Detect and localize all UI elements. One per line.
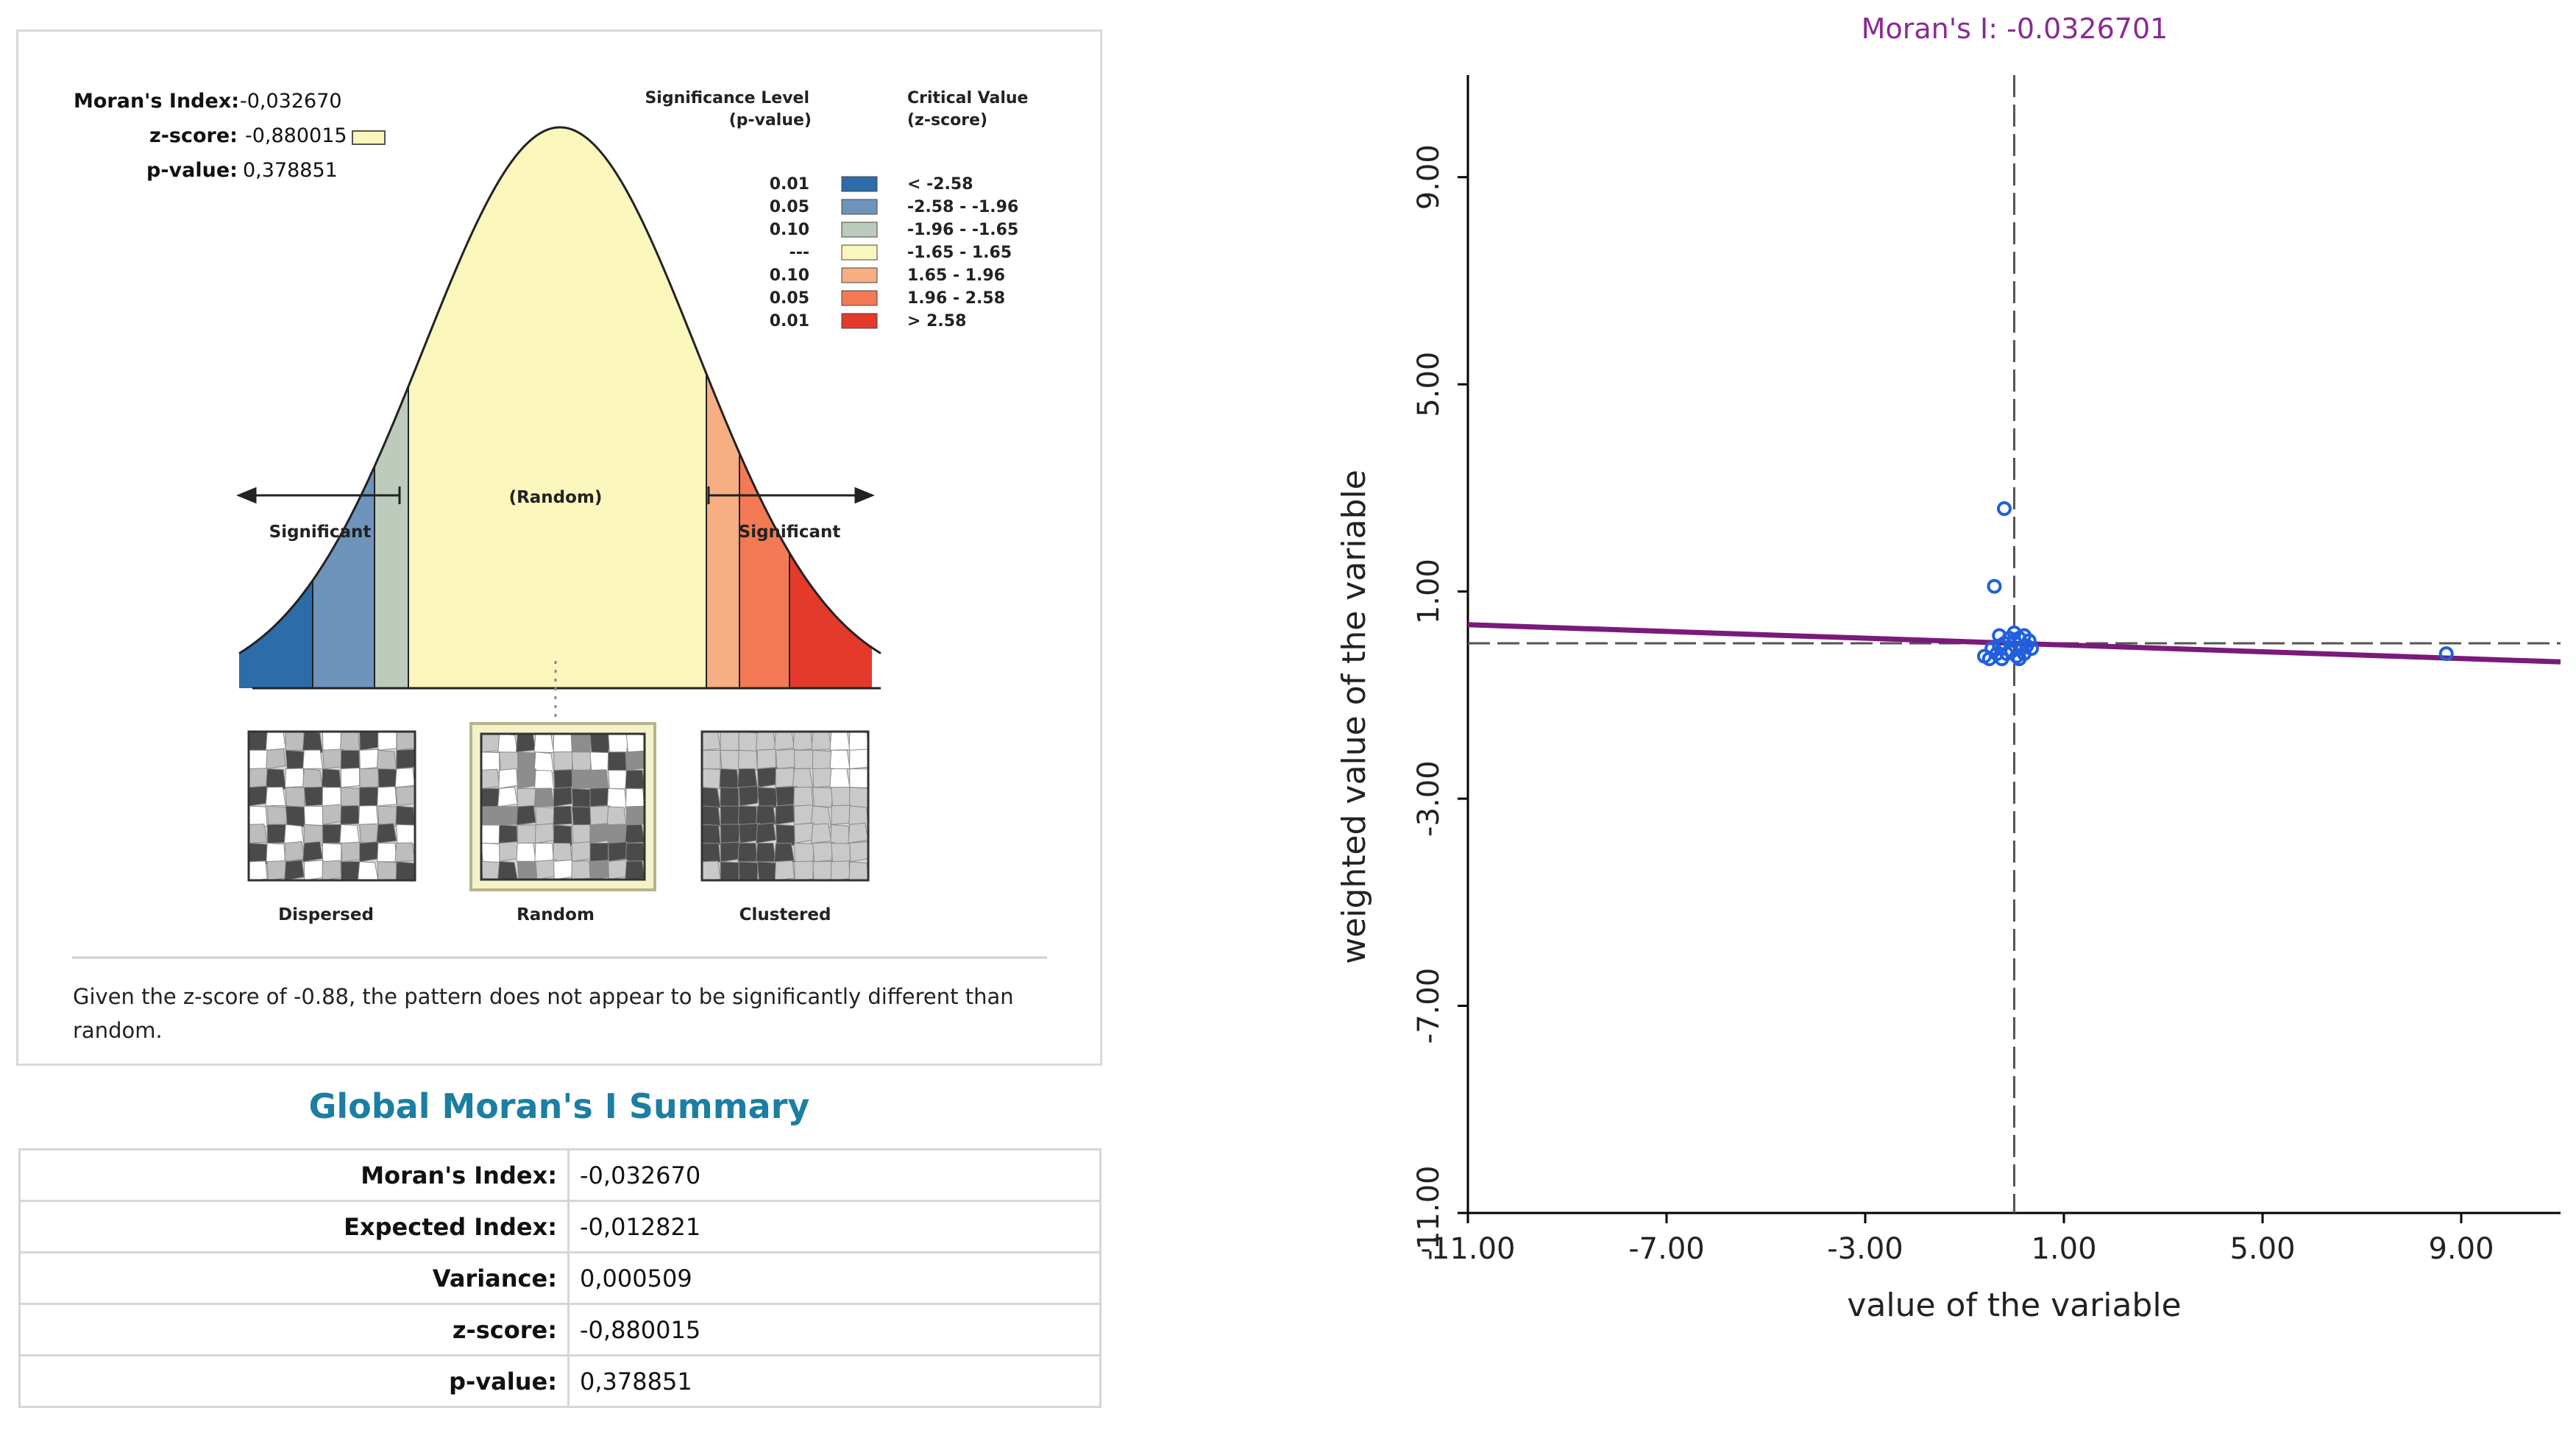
summary-value: 0,378851 xyxy=(567,1354,1101,1408)
curve-band-2 xyxy=(375,386,408,688)
curve-band-4 xyxy=(706,373,739,688)
summary-row: Moran's Index: -0,032670 xyxy=(18,1148,1101,1202)
random-map xyxy=(480,732,646,881)
legend-swatch xyxy=(841,313,878,329)
x-tick-label: -11.00 xyxy=(1421,1232,1516,1266)
critical-value-header: Critical Value xyxy=(907,89,1028,107)
report-graphic: Moran's Index: -0,032670 z-score: -0,880… xyxy=(72,89,1047,959)
curve-band-6 xyxy=(790,553,872,688)
significant-left-label: Significant xyxy=(269,523,372,542)
summary-label: Moran's Index: xyxy=(18,1148,570,1202)
legend-critical-range: -1.96 - -1.65 xyxy=(907,221,1018,239)
scatter-point xyxy=(2006,625,2022,640)
y-tick-label: -7.00 xyxy=(1412,968,1446,1044)
y-axis-label: weighted value of the variable xyxy=(1335,470,1373,964)
significance-arrows xyxy=(236,487,875,504)
summary-row: Variance: 0,000509 xyxy=(18,1251,1101,1305)
summary-label: p-value: xyxy=(18,1354,570,1408)
legend-critical-range: -1.65 - 1.65 xyxy=(907,244,1012,262)
curve-band-1 xyxy=(313,466,375,688)
legend-p-value: 0.05 xyxy=(770,198,809,216)
legend-p-value: 0.10 xyxy=(770,221,809,239)
scatter-point xyxy=(2021,633,2037,648)
x-tick-label: 9.00 xyxy=(2428,1232,2494,1266)
summary-value: 0,000509 xyxy=(567,1251,1101,1305)
curve-band-3 xyxy=(408,127,706,688)
y-tick-label: 9.00 xyxy=(1412,144,1446,210)
summary-label: Expected Index: xyxy=(18,1200,570,1253)
legend-p-value: 0.01 xyxy=(770,175,809,194)
x-tick-label: 5.00 xyxy=(2229,1232,2295,1266)
spatial-autocorrelation-report: Moran's Index: -0,032670 z-score: -0,880… xyxy=(16,29,1102,1066)
legend-critical-range: -2.58 - -1.96 xyxy=(907,198,1018,216)
z-score-label: z-score: xyxy=(149,124,238,147)
interpretation-text: Given the z-score of -0.88, the pattern … xyxy=(73,984,1014,1043)
clustered-label: Clustered xyxy=(739,905,831,924)
chart-title: Moran's I: -0.0326701 xyxy=(1862,13,2168,45)
left-arrow-head xyxy=(236,487,257,504)
moran-scatterplot: Moran's I: -0.0326701 -11.00 -7.00 -3.00 1.0… xyxy=(1335,13,2561,1324)
legend-p-value: --- xyxy=(790,244,809,262)
critical-value-subheader: (z-score) xyxy=(907,111,987,130)
summary-table: Moran's Index: -0,032670 Expected Index: -0… xyxy=(18,1148,1101,1408)
scatter-point xyxy=(1997,501,2012,517)
dispersed-map xyxy=(247,730,416,882)
random-label: Random xyxy=(517,905,595,924)
legend-critical-range: > 2.58 xyxy=(907,312,966,330)
moran-index-value: -0,032670 xyxy=(240,90,342,113)
y-tick-label: 5.00 xyxy=(1412,352,1446,417)
summary-value: -0,032670 xyxy=(567,1148,1101,1202)
summary-row: p-value: 0,378851 xyxy=(18,1354,1101,1408)
legend-critical-range: < -2.58 xyxy=(907,175,973,194)
y-tick-label: -11.00 xyxy=(1412,1166,1446,1261)
curve-band-5 xyxy=(739,453,790,688)
scatter-point xyxy=(1987,579,2002,594)
legend-swatch xyxy=(841,244,878,261)
legend-critical-range: 1.65 - 1.96 xyxy=(907,266,1005,285)
z-score-value: -0,880015 xyxy=(245,124,347,147)
p-value-label: p-value: xyxy=(146,159,238,182)
x-tick-label: -7.00 xyxy=(1628,1232,1705,1266)
scatter-point xyxy=(2017,646,2032,662)
normal-distribution-curve xyxy=(238,126,881,690)
legend-swatch xyxy=(841,222,878,238)
sig-level-header: Significance Level xyxy=(645,89,809,107)
clustered-map xyxy=(700,730,870,882)
summary-label: Variance: xyxy=(18,1251,570,1305)
summary-row: Expected Index: -0,012821 xyxy=(18,1200,1101,1253)
sig-level-subheader: (p-value) xyxy=(729,111,812,130)
significant-right-label: Significant xyxy=(739,523,841,542)
p-value-value: 0,378851 xyxy=(243,159,338,182)
y-tick-label: -3.00 xyxy=(1412,760,1446,837)
legend-swatch xyxy=(841,176,878,192)
legend-p-value: 0.01 xyxy=(770,312,809,330)
x-tick-label: -3.00 xyxy=(1827,1232,1903,1266)
summary-title: Global Moran's I Summary xyxy=(308,1086,810,1126)
legend-critical-range: 1.96 - 2.58 xyxy=(907,289,1005,308)
legend-swatch xyxy=(841,199,878,215)
scatter-point xyxy=(2438,646,2454,662)
legend-swatch xyxy=(841,290,878,306)
random-curve-label: (Random) xyxy=(509,488,603,507)
summary-row: z-score: -0,880015 xyxy=(18,1303,1101,1357)
legend-p-value: 0.05 xyxy=(770,289,809,308)
z-score-swatch xyxy=(352,130,386,145)
dispersed-label: Dispersed xyxy=(278,905,374,924)
significance-legend: 0.01 < -2.58 0.05 -2.58 - -1.96 0.10 -1.96 - … xyxy=(770,175,1019,330)
pattern-thumbnails xyxy=(247,722,870,891)
summary-value: -0,012821 xyxy=(567,1200,1101,1253)
legend-p-value: 0.10 xyxy=(770,266,809,285)
moran-index-label: Moran's Index: xyxy=(74,90,239,113)
y-tick-label: 1.00 xyxy=(1412,559,1446,624)
right-arrow-head xyxy=(854,487,875,504)
summary-label: z-score: xyxy=(18,1303,570,1357)
summary-value: -0,880015 xyxy=(567,1303,1101,1357)
curve-band-0 xyxy=(239,580,313,688)
legend-swatch xyxy=(841,267,878,283)
x-axis-label: value of the variable xyxy=(1847,1287,2181,1324)
scatter-point xyxy=(1992,628,2007,643)
curve-outline xyxy=(238,126,881,654)
x-tick-label: 1.00 xyxy=(2031,1232,2096,1266)
